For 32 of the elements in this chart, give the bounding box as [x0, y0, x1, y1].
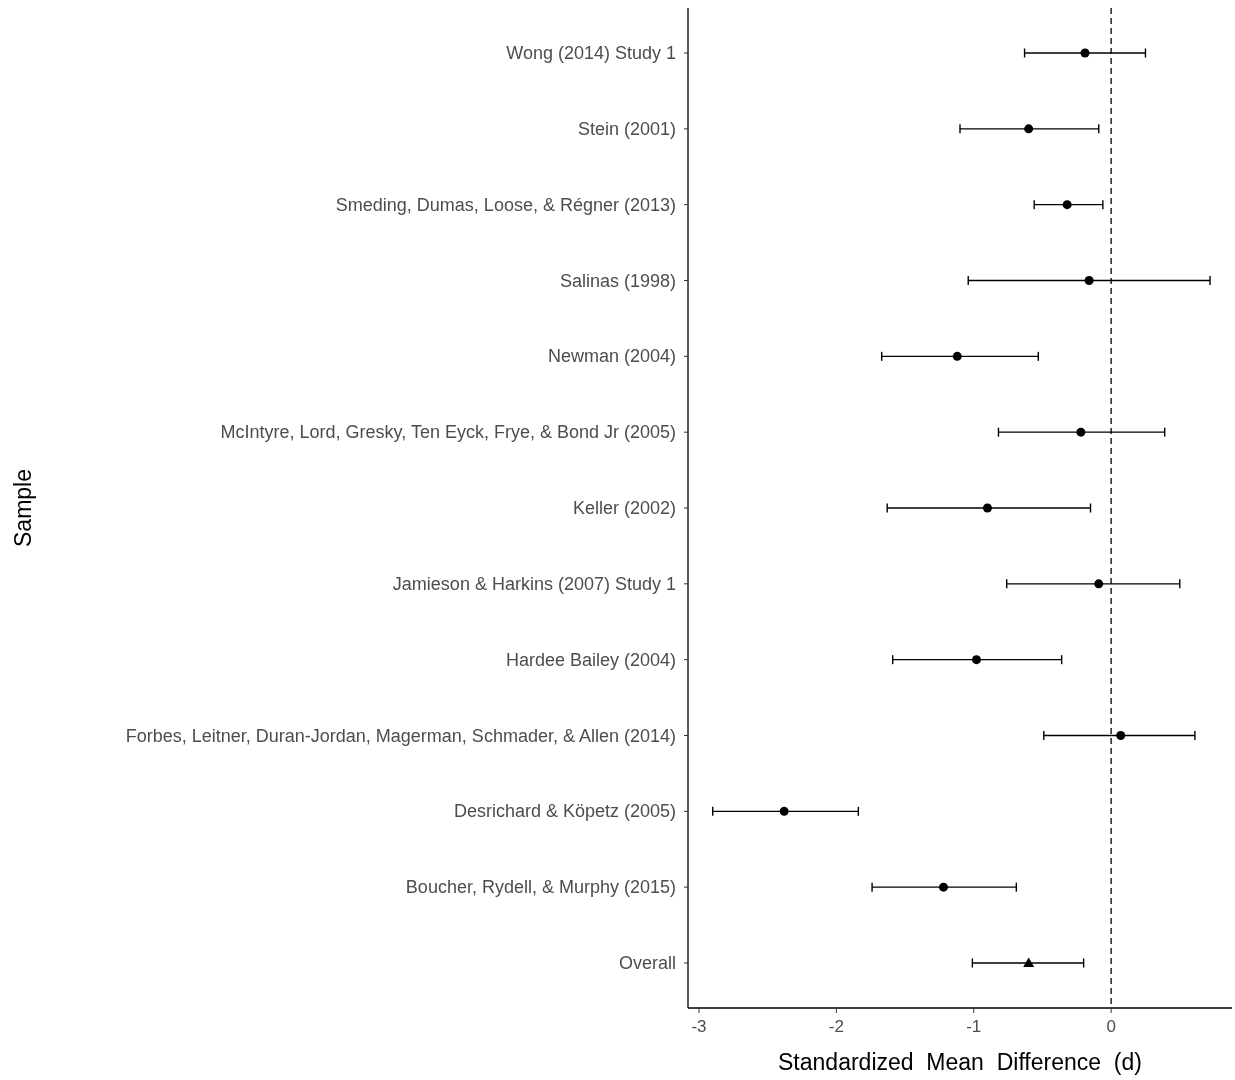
x-tick-label: 0 [1106, 1017, 1116, 1036]
y-tick-label: Newman (2004) [547, 346, 676, 367]
point [1094, 579, 1104, 589]
x-axis-title: Standardized Mean Difference (d) [778, 1049, 1142, 1075]
y-tick-label: Desrichard & Köpetz (2005) [453, 801, 676, 822]
point [1024, 124, 1034, 134]
y-tick-label: Boucher, Rydell, & Murphy (2015) [405, 877, 676, 898]
y-tick-label: Overall [618, 953, 676, 973]
point [1023, 957, 1035, 967]
y-tick-label: Hardee Bailey (2004) [505, 649, 676, 670]
y-axis-title: Sample [10, 469, 36, 547]
y-tick-label: Forbes, Leitner, Duran-Jordan, Magerman, Schmader, & Allen (2014) [125, 725, 676, 746]
y-tick-label: Jamieson & Harkins (2007) Study 1 [392, 573, 676, 594]
y-tick-label: Stein (2001) [577, 118, 676, 139]
point [982, 503, 992, 513]
y-tick-label: McIntyre, Lord, Gresky, Ten Eyck, Frye, & Bond Jr (2005) [220, 422, 676, 443]
point [1076, 427, 1086, 437]
point [1080, 48, 1090, 58]
point [971, 655, 981, 665]
y-tick-label: Keller (2002) [572, 498, 676, 518]
point [1062, 200, 1072, 210]
point [779, 806, 789, 816]
y-tick-label: Smeding, Dumas, Loose, & Régner (2013) [335, 194, 676, 215]
point [1116, 731, 1126, 740]
x-tick-label: -2 [828, 1017, 844, 1036]
y-tick-label: Salinas (1998) [559, 270, 676, 291]
point [939, 882, 949, 892]
x-tick-label: -3 [691, 1017, 707, 1036]
point [1084, 276, 1094, 285]
point [952, 351, 962, 361]
x-tick-label: -1 [966, 1017, 982, 1036]
y-tick-label: Wong (2014) Study 1 [506, 43, 676, 63]
